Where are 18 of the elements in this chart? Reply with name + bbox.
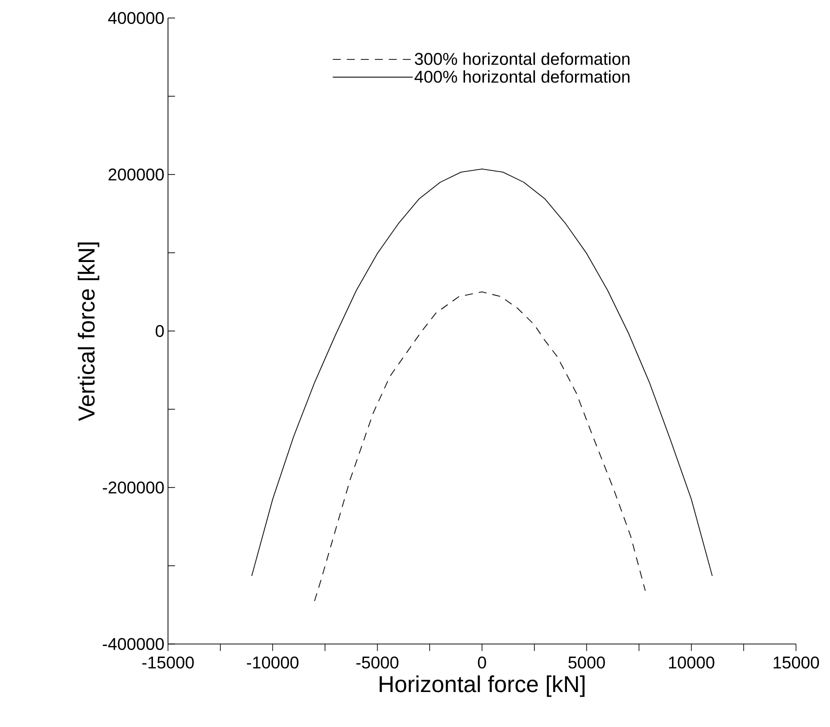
line-series (251, 168, 713, 576)
x-tick-label: 0 (478, 656, 486, 669)
x-tick-label: -10000 (246, 656, 298, 669)
y-tick-label: 0 (156, 324, 164, 338)
y-axis-title: Vertical force [kN] (78, 242, 100, 422)
y-tick-label: 400000 (108, 12, 164, 24)
x-tick-label: 15000 (774, 656, 819, 669)
x-tick-label: -15000 (142, 656, 194, 669)
x-tick-label: 10000 (669, 656, 714, 669)
legend-label: 300% horizontal deformation (414, 52, 630, 65)
legend-label: 400% horizontal deformation (414, 70, 630, 83)
y-tick-label: 200000 (108, 168, 164, 181)
line-series (314, 291, 646, 602)
x-tick-label: 5000 (568, 656, 605, 669)
y-tick-label: -400000 (102, 638, 164, 650)
x-tick-label: -5000 (356, 656, 398, 669)
y-tick-label: -200000 (102, 481, 164, 494)
x-axis-title: Horizontal force [kN] (380, 675, 584, 697)
